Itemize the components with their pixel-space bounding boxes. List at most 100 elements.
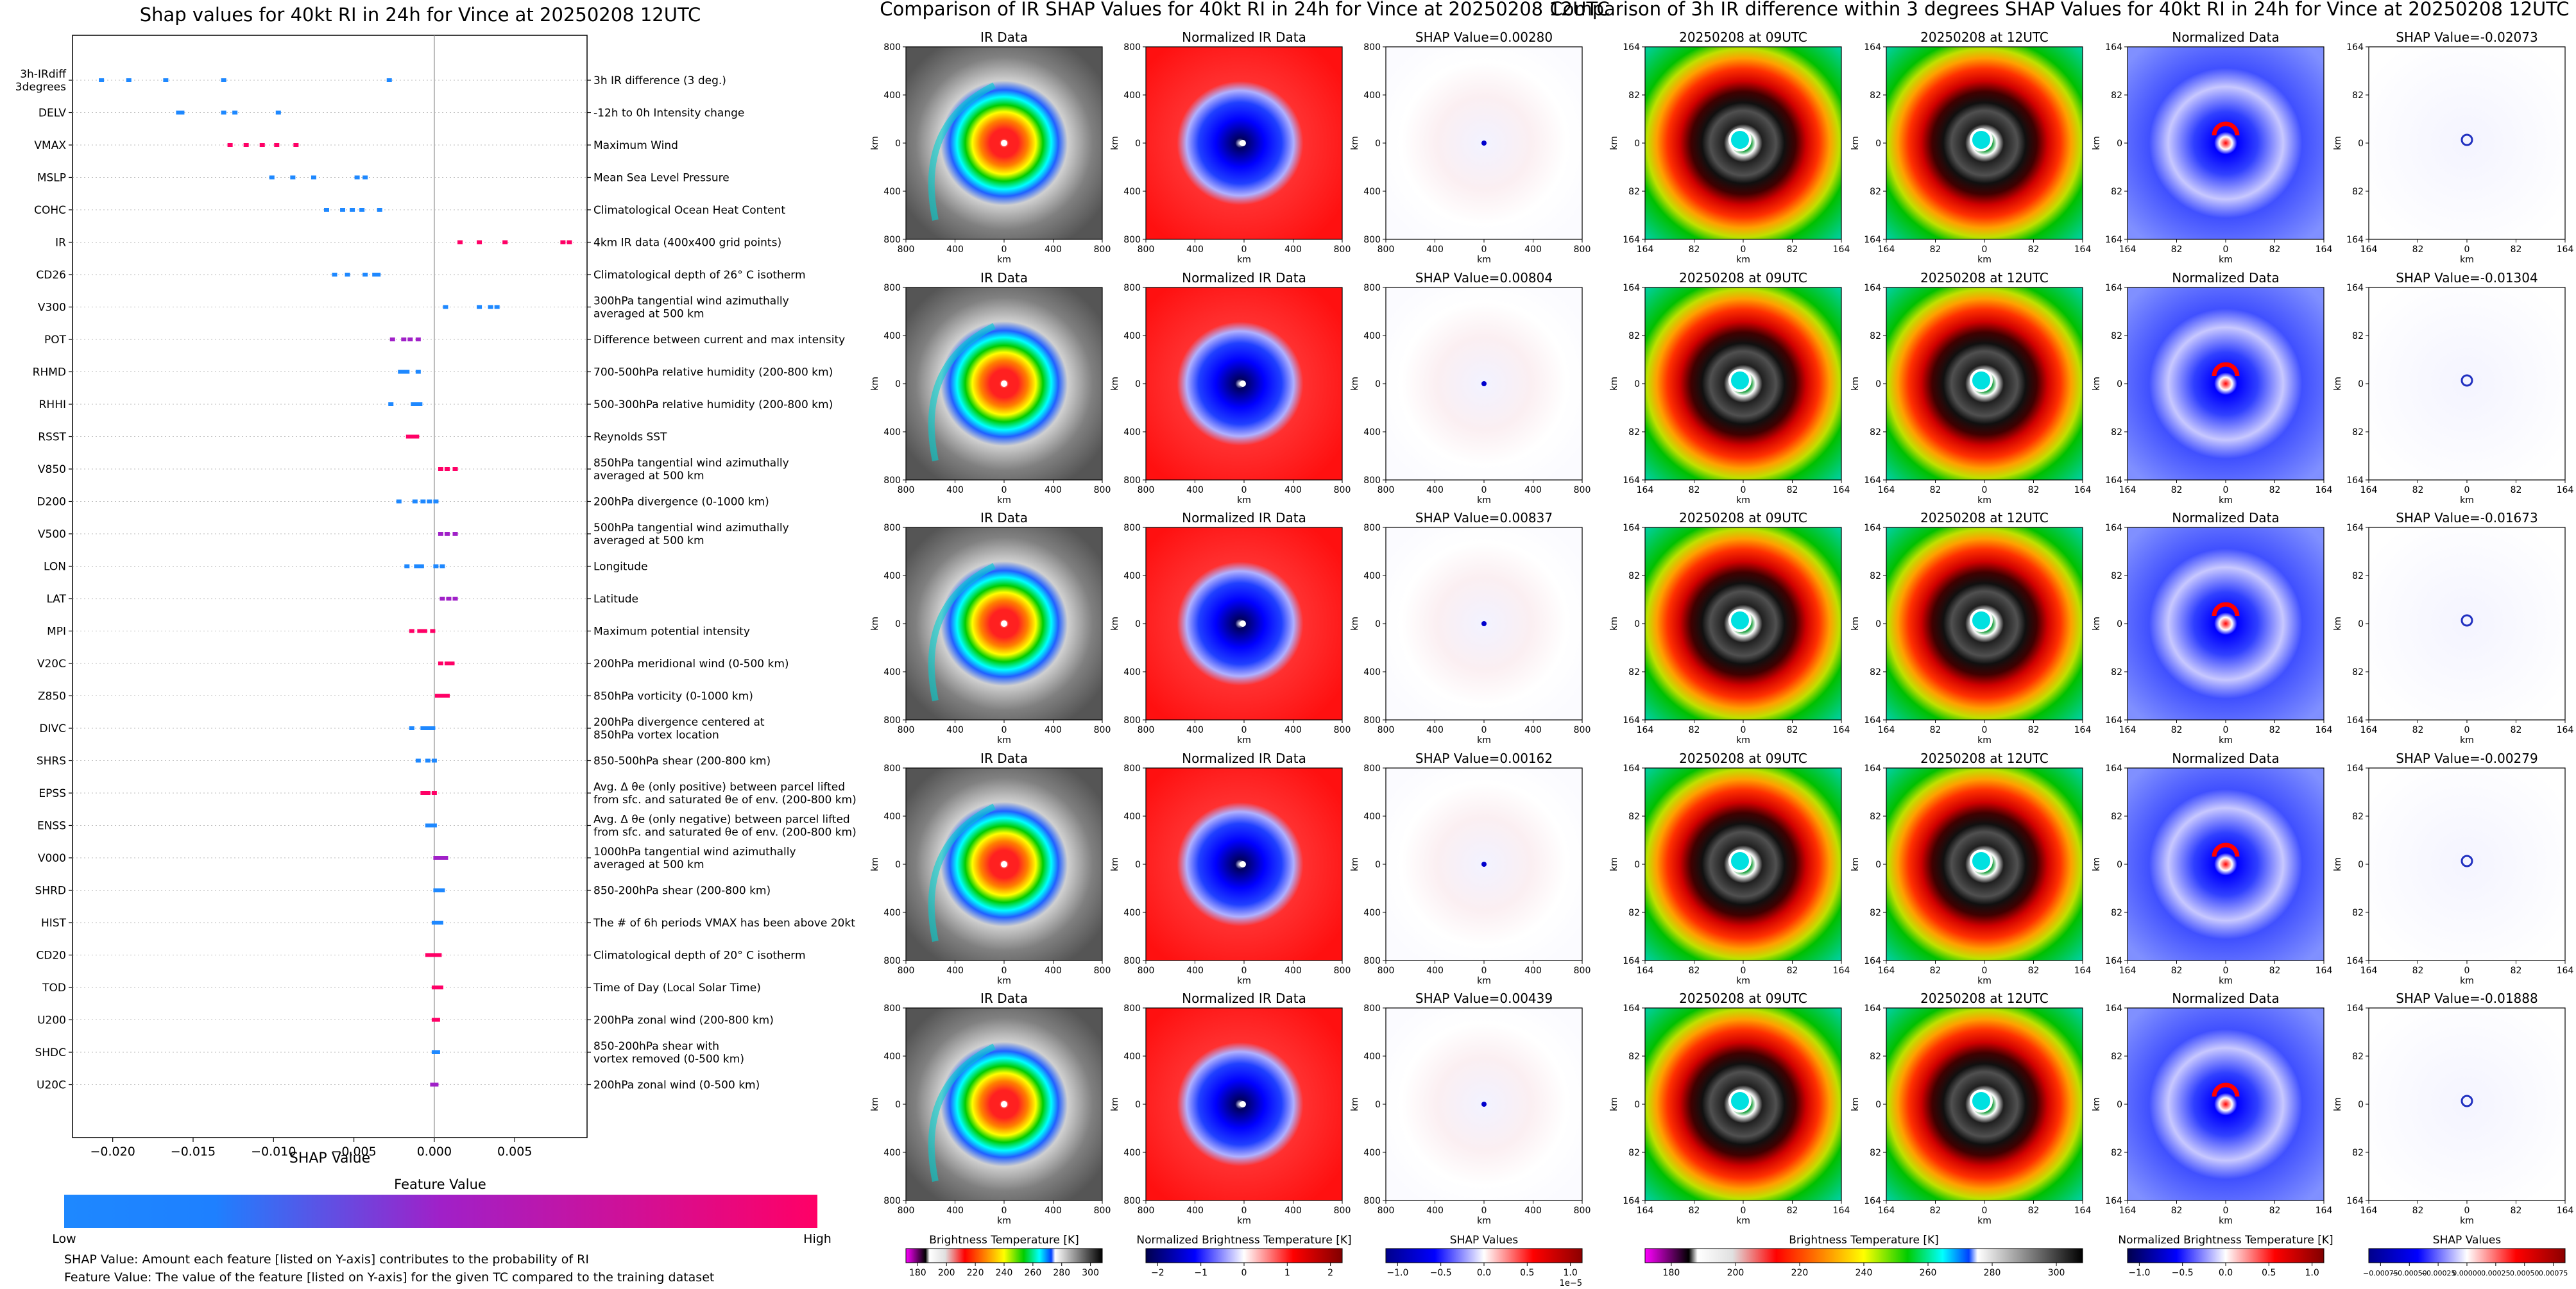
shap-point [275, 110, 281, 115]
feature-name-label: D200 [37, 496, 66, 509]
shap-center [2461, 374, 2473, 387]
x-axis-label: km [1477, 735, 1491, 746]
x-tick-label: 0 [1241, 1206, 1247, 1216]
x-tick-label: 0 [2464, 485, 2470, 495]
feature-description-label: Climatological Ocean Heat Content [593, 204, 785, 217]
y-tick-label: 800 [1363, 956, 1381, 966]
y-tick-label: 0 [1875, 379, 1881, 389]
y-tick-label: 164 [1623, 42, 1640, 53]
y-tick-label: 82 [1870, 90, 1881, 101]
shap-point [354, 175, 360, 180]
y-tick-label: 800 [883, 1003, 901, 1014]
x-axis-label: km [1477, 976, 1491, 986]
x-axis-label: km [1736, 735, 1750, 746]
shap-point [404, 564, 410, 568]
y-tick-label: 164 [2346, 956, 2364, 966]
y-tick-label: 164 [1623, 1003, 1640, 1014]
x-tick-label: 164 [2316, 966, 2333, 976]
y-axis-label: km [2092, 377, 2102, 391]
x-tick-label: 82 [1787, 1206, 1798, 1216]
y-tick-label: 800 [883, 523, 901, 533]
y-tick-label: 400 [883, 812, 901, 822]
x-tick-label: 164 [2360, 725, 2378, 735]
x-tick-label: 82 [2171, 1206, 2183, 1216]
colorbar-tick-label: −2 [1151, 1268, 1164, 1278]
x-tick-label: 164 [1637, 485, 1654, 495]
y-axis-label: km [1350, 617, 1360, 631]
shap-point [433, 856, 439, 860]
eyewall-anomaly [2212, 842, 2240, 857]
x-tick-label: 400 [1426, 725, 1444, 735]
feature-description-label: -12h to 0h Intensity change [593, 107, 744, 120]
x-tick-label: 164 [2316, 485, 2333, 495]
colorbar-tick-label: 200 [938, 1268, 955, 1278]
x-tick-label: 400 [946, 1206, 964, 1216]
diff-shap-panel: SHAP Value=-0.01888164164828200828216416… [2333, 991, 2573, 1226]
y-tick-label: 0 [2358, 860, 2364, 870]
panel-title: SHAP Value=0.00280 [1415, 30, 1553, 45]
y-tick-label: 0 [2117, 619, 2122, 629]
shap-point [274, 143, 280, 147]
y-tick-label: 800 [1123, 764, 1141, 774]
ir-shap-colorbar: SHAP Values −1.0 −0.5 0.0 0.5 1.01e−5 [1385, 1234, 1583, 1288]
y-tick-label: 164 [2105, 764, 2122, 774]
x-tick-label: 164 [2360, 966, 2378, 976]
panel-title: SHAP Value=-0.02073 [2396, 30, 2538, 45]
y-tick-label: 800 [1123, 475, 1141, 486]
ir-12utc-panel: 20250208 at 12UTC1641648282008282164164k… [1850, 991, 2091, 1226]
shap-point [415, 758, 421, 763]
storm-eye [1728, 609, 1752, 632]
x-tick-label: 82 [2511, 244, 2522, 255]
ir-09utc-panel: 20250208 at 09UTC1641648282008282164164k… [1609, 30, 1850, 265]
y-axis-label: km [2092, 1097, 2102, 1111]
y-axis-label: km [1850, 377, 1861, 391]
x-tick-label: 400 [1045, 485, 1062, 495]
y-tick-label: 82 [2111, 908, 2122, 918]
shap-center [2461, 855, 2473, 867]
shap-point [415, 337, 421, 341]
feature-description-label: Avg. Δ θe (only negative) between parcel… [593, 814, 857, 839]
x-tick-label: 164 [2557, 725, 2574, 735]
x-tick-label: 800 [898, 485, 915, 495]
y-tick-label: 82 [1628, 571, 1640, 581]
shap-point [243, 143, 249, 147]
colorbar-tick-label: 260 [1920, 1268, 1937, 1278]
feature-description-label: 3h IR difference (3 deg.) [593, 74, 726, 87]
eyewall-anomaly [2212, 121, 2240, 136]
shap-center [1481, 141, 1487, 146]
y-tick-label: 82 [1628, 1148, 1640, 1158]
x-tick-label: 164 [1637, 244, 1654, 255]
colorbar-tick-label: 180 [909, 1268, 926, 1278]
shap-point [389, 337, 395, 341]
storm-eye [1728, 1089, 1752, 1113]
y-tick-label: 82 [2111, 1052, 2122, 1062]
y-tick-label: 164 [2105, 523, 2122, 533]
y-axis-label: km [1110, 377, 1120, 391]
feature-name-label: LAT [46, 593, 66, 606]
normalized-ir-panel: Normalized IR Data8008004004000040040080… [1110, 270, 1351, 506]
x-tick-label: −0.020 [90, 1145, 135, 1159]
x-tick-label: 800 [898, 725, 915, 735]
x-tick-label: 164 [2316, 725, 2333, 735]
feature-description-label: Difference between current and max inten… [593, 334, 845, 346]
y-tick-label: 0 [1135, 619, 1141, 629]
panel-title: IR Data [980, 270, 1028, 286]
shap-point [412, 499, 418, 504]
x-tick-label: 400 [1426, 485, 1444, 495]
y-axis-label: km [2333, 377, 2343, 391]
colorbar-gradient [1385, 1248, 1583, 1263]
shap-point [176, 110, 182, 115]
y-tick-label: 164 [2105, 1196, 2122, 1206]
x-tick-label: 0 [2223, 244, 2229, 255]
y-axis-label: km [2333, 1097, 2343, 1111]
x-tick-label: 0 [1241, 244, 1247, 255]
x-tick-label: 0 [1481, 244, 1487, 255]
ir-12utc-panel: 20250208 at 12UTC1641648282008282164164k… [1850, 30, 2091, 265]
colorbar-tick-label: 2 [1327, 1268, 1333, 1278]
x-tick-label: 0 [1002, 725, 1007, 735]
x-tick-label: 400 [946, 485, 964, 495]
shap-point [502, 240, 508, 244]
y-tick-label: 400 [883, 331, 901, 341]
y-tick-label: 0 [1135, 1100, 1141, 1110]
